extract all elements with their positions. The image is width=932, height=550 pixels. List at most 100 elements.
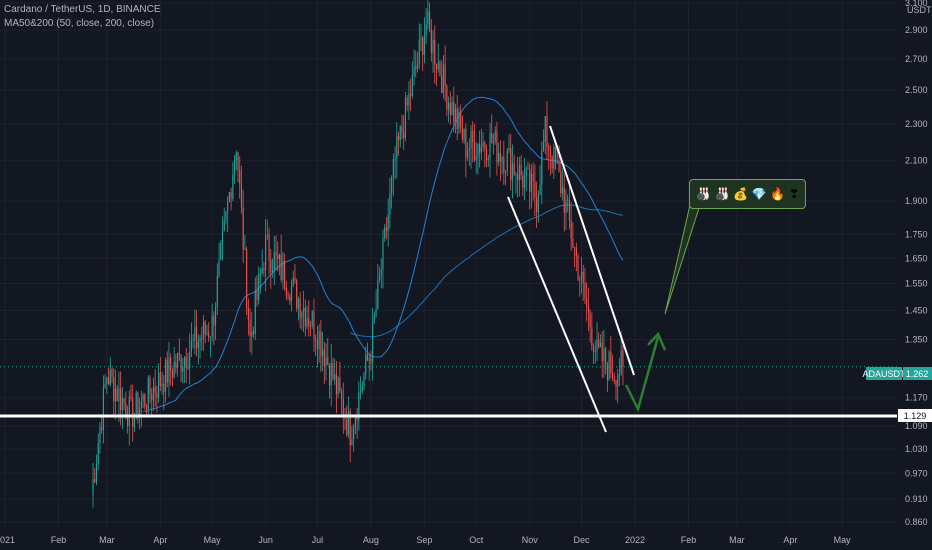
candle-body — [570, 220, 572, 239]
candle-body — [137, 392, 139, 419]
candle-body — [147, 377, 149, 409]
candle-body — [306, 318, 308, 327]
candle-body — [565, 199, 567, 213]
candle-body — [228, 192, 230, 203]
candle-body — [525, 168, 527, 176]
candle-body — [605, 348, 607, 365]
candle-body — [574, 247, 576, 249]
candle-body — [344, 417, 346, 420]
time-tick-label: Nov — [522, 535, 539, 545]
candle-body — [389, 193, 391, 215]
candle-body — [318, 331, 320, 350]
candle-body — [363, 374, 365, 387]
candle-body — [156, 392, 158, 398]
candle-body — [354, 416, 356, 428]
candle-body — [542, 142, 545, 151]
trend-drawings — [0, 125, 897, 433]
candle-body — [544, 116, 546, 143]
candle-body — [484, 142, 486, 150]
candle-body — [382, 237, 384, 270]
candle-body — [322, 349, 324, 357]
candle-body — [353, 427, 355, 440]
candle-body — [221, 231, 224, 243]
candle-body — [254, 290, 256, 334]
time-tick-label: May — [204, 535, 222, 545]
candle-body — [171, 370, 173, 378]
candle-body — [258, 274, 260, 300]
channel-lower-line — [507, 196, 607, 433]
candle-body — [511, 163, 514, 181]
candle-body — [121, 398, 123, 411]
candle-body — [465, 128, 467, 158]
candle-body — [413, 66, 415, 76]
candle-body — [347, 410, 350, 436]
candle-body — [365, 354, 367, 375]
candle-body — [599, 342, 602, 348]
candle-body — [425, 24, 427, 36]
candle-body — [206, 332, 208, 335]
candle-body — [182, 366, 184, 372]
time-tick-label: Feb — [51, 535, 67, 545]
time-axis[interactable]: 2021 Feb Mar Apr May Jun Jul Aug Sep Oct Nov Dec 202… — [0, 535, 851, 545]
candle-body — [185, 356, 187, 369]
candle-body — [556, 162, 558, 164]
candle-body — [304, 307, 306, 327]
candle-body — [140, 401, 142, 408]
candle-body — [580, 271, 583, 280]
candle-body — [142, 394, 144, 402]
candle-body — [410, 93, 412, 96]
candle-body — [187, 367, 189, 369]
candle-body — [453, 101, 455, 123]
candle-body — [572, 238, 574, 248]
ma50-path — [143, 96, 624, 412]
candle-body — [237, 152, 239, 171]
candle-body — [551, 156, 553, 169]
candle-body — [349, 410, 351, 446]
candle-body — [166, 359, 168, 383]
candle-body — [501, 157, 503, 162]
indicator-legend[interactable]: MA50&200 (50, close, 200, close) — [4, 18, 155, 29]
candle-body — [603, 348, 605, 362]
price-tick-label: 1.090 — [905, 421, 928, 431]
candle-body — [213, 316, 215, 326]
candle-body — [215, 307, 217, 326]
candle-body — [106, 377, 108, 385]
candle-body — [387, 214, 389, 231]
candle-body — [151, 394, 153, 401]
candle-body — [611, 373, 614, 379]
emoji-callout: 🎳 🎳 💰 💎 🔥 ❣ — [689, 179, 806, 209]
last-price-tag — [903, 367, 932, 380]
candle-body — [277, 255, 279, 260]
time-tick-label: Apr — [153, 535, 167, 545]
candle-body — [617, 374, 619, 387]
candle-body — [499, 152, 501, 162]
candle-body — [515, 174, 517, 176]
candle-body — [463, 128, 465, 140]
candle-body — [375, 308, 377, 316]
candle-body — [159, 372, 161, 386]
candle-body — [380, 269, 382, 276]
price-axis[interactable]: 3.100 2.900 2.700 2.500 2.300 2.100 1.900 1.750… — [905, 0, 932, 527]
candle-body — [126, 418, 129, 426]
candle-body — [107, 377, 110, 385]
candle-body — [467, 150, 469, 158]
candle-body — [351, 439, 353, 446]
candle-body — [180, 354, 182, 372]
candle-body — [397, 135, 400, 141]
chart-title[interactable]: Cardano / TetherUS, 1D, BINANCE — [4, 4, 161, 15]
candle-body — [496, 131, 498, 163]
candle-body — [510, 148, 512, 181]
price-tick-label: 1.900 — [905, 196, 928, 206]
candle-body — [339, 377, 341, 391]
candle-body — [423, 35, 425, 56]
candle-body — [394, 159, 396, 161]
candle-body — [230, 192, 232, 199]
candle-body — [244, 249, 246, 251]
candle-body — [385, 227, 388, 231]
candle-body — [249, 319, 251, 337]
candle-body — [527, 168, 529, 170]
candle-body — [266, 234, 268, 236]
candle-body — [579, 279, 581, 281]
candle-body — [263, 268, 265, 271]
